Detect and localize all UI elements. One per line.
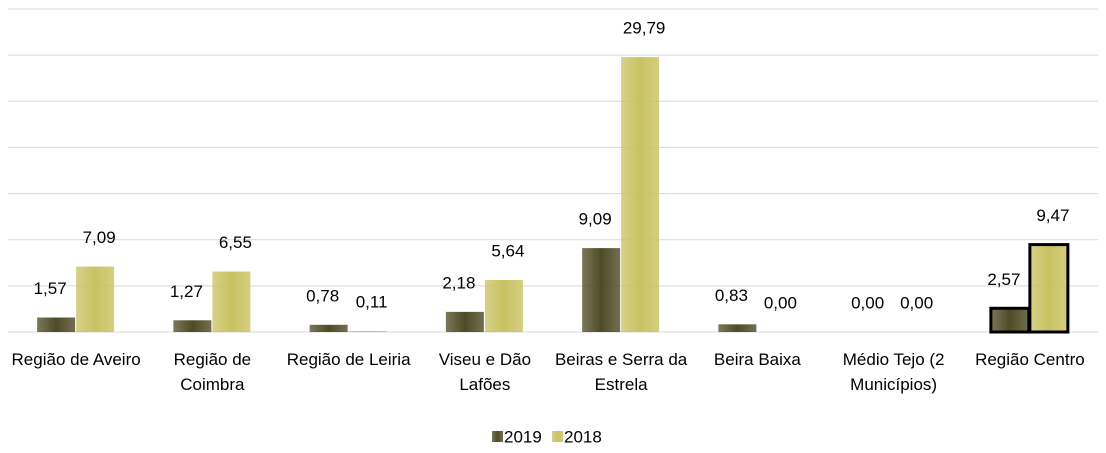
value-label: 1,57 xyxy=(34,279,67,298)
value-label: 1,27 xyxy=(170,282,203,301)
bar xyxy=(718,324,757,332)
value-label: 0,00 xyxy=(900,293,933,312)
value-label: 9,47 xyxy=(1036,206,1069,225)
value-label: 6,55 xyxy=(219,233,252,252)
x-tick-label: Viseu e Dão Lafões xyxy=(438,350,532,394)
x-tick-label: Médio Tejo (2 Municípios) xyxy=(842,350,945,394)
legend-swatch xyxy=(552,431,563,442)
bar xyxy=(212,271,251,332)
value-label: 5,64 xyxy=(491,241,524,260)
legend-label: 2018 xyxy=(564,427,602,446)
bar xyxy=(989,306,1031,334)
x-tick-label: Beiras e Serra da Estrela xyxy=(554,350,688,394)
x-tick-label: Região de Leiria xyxy=(286,350,411,369)
value-label: 0,78 xyxy=(306,286,339,305)
value-label: 0,00 xyxy=(851,293,884,312)
value-label: 2,57 xyxy=(987,270,1020,289)
bar xyxy=(621,57,660,332)
bar xyxy=(582,248,621,332)
bar xyxy=(445,311,484,332)
bar xyxy=(484,279,523,332)
bar xyxy=(1028,243,1070,334)
value-label: 9,09 xyxy=(579,210,612,229)
value-label: 0,11 xyxy=(356,292,388,311)
bar xyxy=(76,266,115,332)
value-label: 7,09 xyxy=(83,228,116,247)
value-label: 0,83 xyxy=(715,286,748,305)
bar xyxy=(173,320,212,332)
x-tick-label: Região Centro xyxy=(975,350,1085,369)
value-label: 0,00 xyxy=(764,293,797,312)
x-tick-label: Região de Aveiro xyxy=(11,350,141,369)
bar xyxy=(37,317,76,332)
x-tick-label: Região de Coimbra xyxy=(173,350,252,394)
legend-label: 2019 xyxy=(504,427,542,446)
legend-swatch xyxy=(492,431,503,442)
value-label: 29,79 xyxy=(623,19,666,38)
bar xyxy=(348,330,387,332)
bar xyxy=(309,324,348,332)
x-tick-label: Beira Baixa xyxy=(713,350,801,369)
value-label: 2,18 xyxy=(442,273,475,292)
